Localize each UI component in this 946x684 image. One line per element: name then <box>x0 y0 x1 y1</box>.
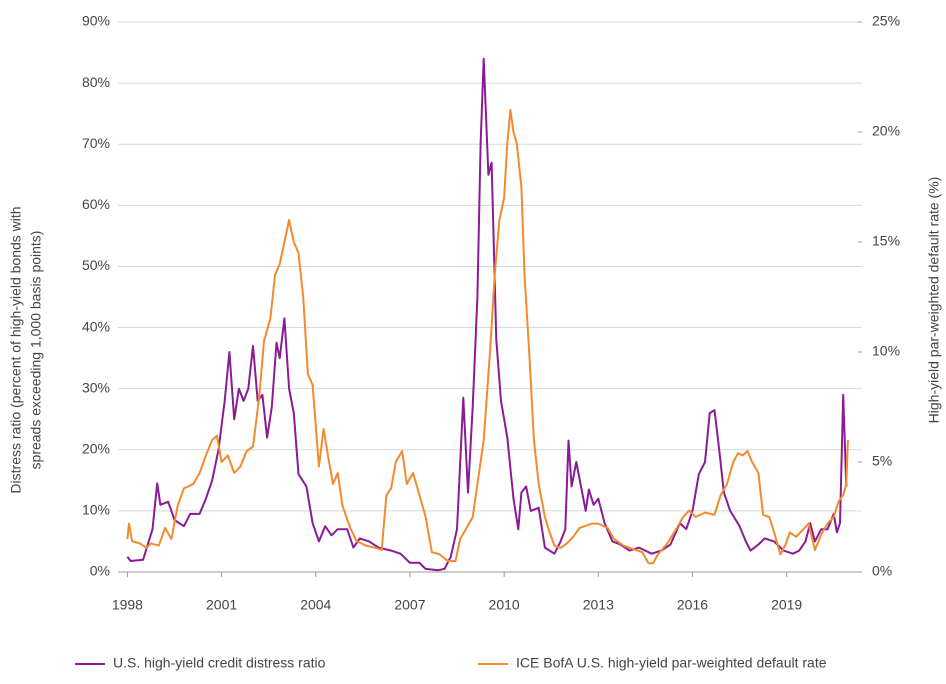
y2-tick-label: 10% <box>872 343 900 359</box>
x-tick-label: 2010 <box>489 597 520 613</box>
y-axis-label: Distress ratio (percent of high-yield bo… <box>8 206 24 493</box>
y2-tick-label: 20% <box>872 123 900 139</box>
y2-axis-label: High-yield par-weighted default rate (%) <box>926 177 942 424</box>
y-tick-label: 60% <box>82 196 110 212</box>
legend-label: U.S. high-yield credit distress ratio <box>113 655 326 671</box>
y2-tick-label: 25% <box>872 13 900 29</box>
x-tick-label: 2019 <box>771 597 802 613</box>
x-tick-label: 1998 <box>112 597 143 613</box>
y-tick-label: 50% <box>82 257 110 273</box>
y-axis-label: spreads exceeding 1,000 basis points) <box>28 231 44 470</box>
x-tick-label: 2001 <box>206 597 237 613</box>
y-tick-label: 40% <box>82 318 110 334</box>
y-tick-label: 70% <box>82 135 110 151</box>
y-tick-label: 10% <box>82 502 110 518</box>
y-tick-label: 90% <box>82 13 110 29</box>
y2-tick-label: 15% <box>872 233 900 249</box>
series-line <box>126 57 848 572</box>
x-tick-label: 2004 <box>300 597 331 613</box>
y-tick-label: 20% <box>82 440 110 456</box>
y-tick-label: 0% <box>90 563 110 579</box>
y-tick-label: 80% <box>82 74 110 90</box>
x-tick-label: 2016 <box>677 597 708 613</box>
legend-label: ICE BofA U.S. high-yield par-weighted de… <box>516 655 827 671</box>
y2-tick-label: 0% <box>872 563 892 579</box>
x-tick-label: 2007 <box>394 597 425 613</box>
series-line <box>126 109 849 565</box>
y2-tick-label: 5% <box>872 453 892 469</box>
y-tick-label: 30% <box>82 379 110 395</box>
x-tick-label: 2013 <box>583 597 614 613</box>
